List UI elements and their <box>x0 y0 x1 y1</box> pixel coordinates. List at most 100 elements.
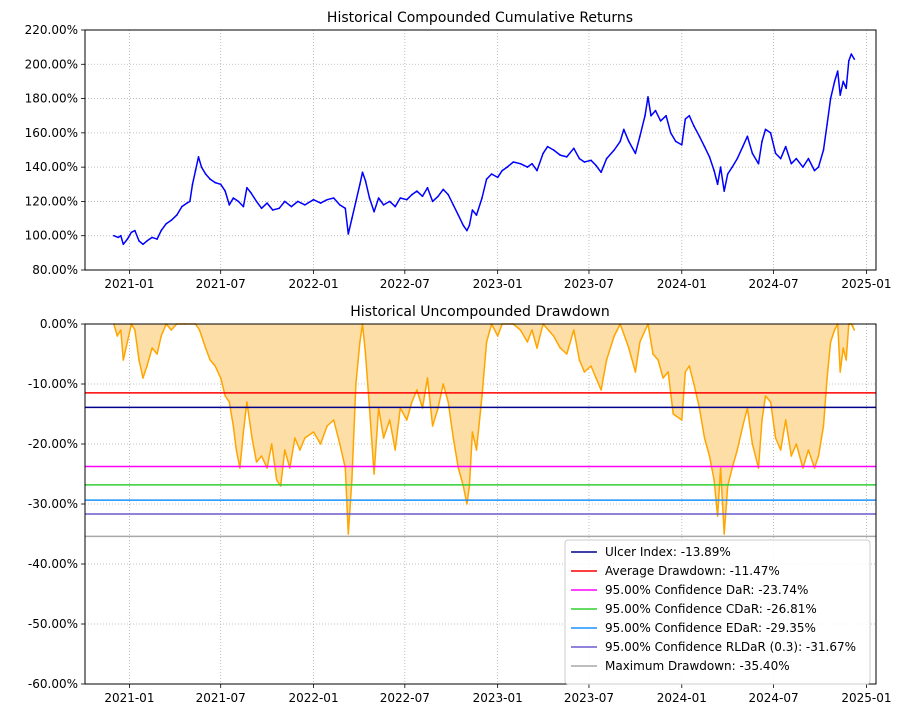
returns-point <box>751 152 754 155</box>
drawdown-point <box>351 479 353 481</box>
drawdown-point <box>120 329 122 331</box>
drawdown-point <box>693 383 695 385</box>
returns-point <box>214 181 216 184</box>
drawdown-point <box>519 329 522 331</box>
returns-point <box>181 205 183 208</box>
returns-point <box>813 169 816 172</box>
drawdown-point <box>209 359 211 361</box>
returns-point <box>151 236 153 239</box>
x-tick-label: 2025-01 <box>841 277 891 291</box>
drawdown-point <box>142 377 144 379</box>
returns-point <box>237 200 240 203</box>
returns-point <box>394 205 397 208</box>
returns-point <box>120 234 122 237</box>
drawdown-point <box>270 443 273 445</box>
drawdown-point <box>160 335 162 337</box>
returns-point <box>600 171 602 174</box>
drawdown-point <box>347 533 350 535</box>
drawdown-point <box>485 341 488 343</box>
returns-point <box>255 200 258 203</box>
x-tick-label: 2022-01 <box>288 277 338 291</box>
returns-point <box>833 80 836 83</box>
returns-point <box>326 198 328 201</box>
drawdown-point <box>246 401 248 403</box>
returns-point <box>228 204 231 206</box>
returns-point <box>634 152 637 155</box>
drawdown-point <box>355 383 357 385</box>
returns-point <box>475 214 478 216</box>
returns-point <box>452 204 455 206</box>
returns-point <box>246 186 248 189</box>
drawdown-point <box>829 341 832 343</box>
returns-point <box>688 114 691 117</box>
returns-point <box>355 200 357 203</box>
drawdown-point <box>447 401 450 403</box>
returns-point <box>377 197 380 199</box>
returns-point <box>552 149 555 151</box>
returns-point <box>519 162 522 165</box>
drawdown-point <box>583 371 586 373</box>
drawdown-point <box>628 347 630 349</box>
x-tick-label: 2022-07 <box>380 691 430 705</box>
x-tick-label: 2024-01 <box>657 691 707 705</box>
returns-point <box>319 202 322 204</box>
drawdown-point <box>842 347 844 349</box>
x-tick-label: 2024-07 <box>749 277 799 291</box>
legend-entry: Maximum Drawdown: -35.40% <box>605 659 790 673</box>
returns-line <box>113 53 855 246</box>
returns-point <box>204 173 207 175</box>
drawdown-point <box>559 347 561 349</box>
returns-point <box>209 178 211 180</box>
drawdown-point <box>406 419 408 421</box>
drawdown-point <box>813 467 816 469</box>
returns-point <box>186 202 188 204</box>
drawdown-chart-ticks: 2021-01 2021-07 2022-01 2022-07 2023-01 2023-… <box>28 317 892 705</box>
returns-point <box>437 195 439 198</box>
returns-point <box>156 238 158 240</box>
returns-point <box>693 125 695 127</box>
returns-point <box>466 229 468 232</box>
returns-point <box>364 180 367 182</box>
legend-entry: Ulcer Index: -13.89% <box>605 545 731 559</box>
drawdown-point <box>332 419 335 421</box>
x-tick-label: 2024-01 <box>657 277 707 291</box>
returns-point <box>713 169 715 172</box>
returns-point <box>790 162 793 165</box>
drawdown-point <box>703 437 706 439</box>
drawdown-point <box>411 401 413 403</box>
drawdown-point <box>688 365 691 367</box>
returns-point <box>761 140 763 143</box>
drawdown-point <box>578 359 581 361</box>
x-tick-label: 2021-07 <box>196 277 246 291</box>
returns-point <box>271 209 274 211</box>
y-tick-label: -50.00% <box>28 617 78 631</box>
drawdown-point <box>466 503 468 505</box>
drawdown-point <box>822 425 825 427</box>
returns-point <box>126 238 129 240</box>
returns-point <box>779 157 782 160</box>
y-tick-label: 100.00% <box>25 229 78 243</box>
returns-point <box>339 204 341 206</box>
returns-point <box>559 154 561 156</box>
returns-point <box>447 193 450 196</box>
drawdown-point <box>138 359 140 361</box>
drawdown-point <box>657 359 659 361</box>
drawdown-point <box>431 425 434 427</box>
drawdown-point <box>807 449 810 451</box>
drawdown-point <box>731 467 733 469</box>
returns-point <box>674 140 677 143</box>
returns-point <box>426 186 429 189</box>
drawdown-point <box>742 425 744 427</box>
drawdown-point <box>790 455 793 457</box>
x-tick-label: 2023-01 <box>473 277 523 291</box>
returns-point <box>406 198 408 201</box>
drawdown-point <box>605 359 608 361</box>
returns-point <box>416 190 418 192</box>
returns-point <box>160 229 162 232</box>
returns-point <box>242 205 245 208</box>
returns-point <box>681 144 683 146</box>
drawdown-point <box>452 437 455 439</box>
drawdown-point <box>779 449 782 451</box>
drawdown-point <box>198 329 201 331</box>
x-tick-label: 2021-07 <box>196 691 246 705</box>
